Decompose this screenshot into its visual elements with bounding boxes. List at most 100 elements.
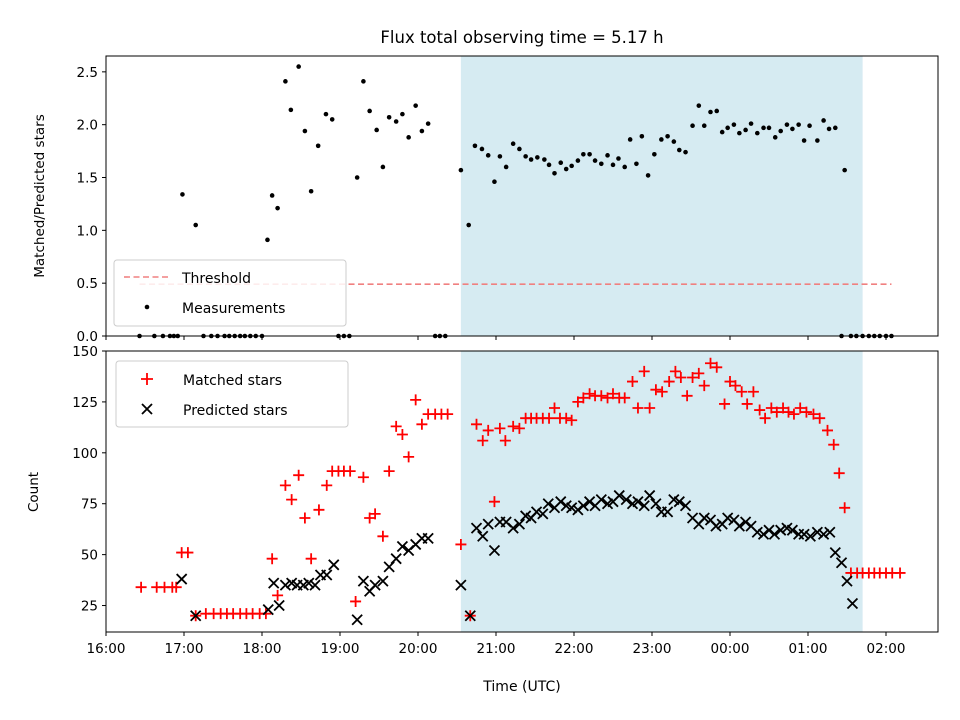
measurement-point <box>592 158 598 163</box>
matched-star-point <box>499 435 511 447</box>
measurement-point <box>677 147 682 153</box>
matched-star-point <box>759 412 771 424</box>
measurement-point <box>367 108 372 114</box>
measurement-point <box>701 123 707 129</box>
measurement-point <box>497 154 503 159</box>
measurement-point <box>696 103 702 108</box>
x-axis-label: Time (UTC) <box>482 679 560 695</box>
matched-star-point <box>681 390 693 402</box>
matched-star-point <box>560 412 572 424</box>
matched-star-point <box>471 418 482 430</box>
matched-star-point <box>663 376 675 388</box>
matched-star-point <box>894 567 906 579</box>
bottom-panel-ylabel: Count <box>26 472 42 512</box>
measurement-point <box>772 135 778 140</box>
measurement-point <box>683 149 688 155</box>
predicted-star-point <box>482 518 494 530</box>
matched-star-point <box>455 538 467 550</box>
predicted-star-point <box>555 496 567 508</box>
predicted-star-point <box>679 500 692 512</box>
matched-star-point <box>344 465 356 477</box>
matched-star-point <box>350 595 362 607</box>
measurement-point <box>821 118 826 123</box>
measurement-point <box>523 154 528 159</box>
measurement-point <box>528 157 534 162</box>
predicted-star-point <box>775 524 787 536</box>
matched-star-point <box>260 608 272 620</box>
y-tick-label: 2.0 <box>77 118 98 134</box>
measurement-point <box>265 237 270 243</box>
matched-star-point <box>442 408 454 420</box>
top-panel-frame <box>105 55 939 337</box>
measurement-point <box>569 163 574 169</box>
measurement-point <box>690 123 695 129</box>
matched-star-point <box>482 424 494 436</box>
measurement-point <box>766 125 772 131</box>
matched-star-point <box>833 467 845 479</box>
matched-star-point <box>741 398 753 410</box>
x-tick-label: 16:00 <box>87 641 126 657</box>
predicted-star-point <box>632 496 644 508</box>
x-tick-label: 19:00 <box>321 641 360 657</box>
measurement-point <box>563 166 569 172</box>
matched-star-point <box>656 386 668 398</box>
matched-star-point <box>839 502 851 514</box>
top-panel-shaded-span <box>460 56 863 336</box>
y-tick-label: 150 <box>72 344 98 360</box>
matched-star-point <box>822 424 833 436</box>
measurement-point <box>627 137 633 142</box>
matched-star-point <box>698 380 710 392</box>
matched-star-point <box>783 406 794 418</box>
matched-star-point <box>828 439 840 451</box>
bottom-panel: 25 50 75 100 125 150 16:00 17:00 18:00 19:00 20:0… <box>26 344 939 695</box>
predicted-star-point <box>733 520 745 532</box>
matched-star-point <box>396 428 408 440</box>
measurement-point <box>425 121 431 126</box>
top-legend: Threshold Measurements <box>113 259 347 327</box>
predicted-star-point <box>262 603 274 616</box>
measurement-point <box>413 103 418 108</box>
bottom-legend: Matched stars Predicted stars <box>115 360 349 428</box>
measurement-point <box>315 143 321 149</box>
measurement-point <box>275 205 280 211</box>
matched-star-point <box>477 435 489 447</box>
matched-star-point <box>403 451 415 463</box>
predicted-star-point <box>377 575 389 587</box>
measurement-point <box>329 117 335 122</box>
measurement-point <box>296 64 301 69</box>
bottom-legend-box <box>115 360 349 428</box>
measurement-point <box>302 128 308 134</box>
measurement-point <box>743 127 748 133</box>
measurement-point <box>419 128 425 134</box>
measurement-point <box>634 161 639 167</box>
measurement-point <box>815 138 820 143</box>
predicted-star-point <box>422 532 434 544</box>
measurement-point <box>517 146 522 152</box>
matched-star-point <box>711 361 723 373</box>
measurement-point <box>622 164 627 170</box>
legend-predicted-label: Predicted stars <box>183 403 288 419</box>
matched-star-point <box>549 402 560 414</box>
measurement-point <box>610 162 616 168</box>
predicted-star-point <box>530 506 543 518</box>
measurement-point <box>652 151 657 157</box>
measurement-point <box>761 125 766 131</box>
measurement-point <box>639 134 645 139</box>
matched-star-point <box>286 494 298 506</box>
measurement-point <box>558 160 564 166</box>
measurement-point <box>731 122 737 127</box>
matched-star-point <box>299 512 311 524</box>
matched-star-point <box>577 392 589 404</box>
measurement-point <box>546 162 552 168</box>
measurement-point <box>393 119 399 124</box>
predicted-star-point <box>768 528 781 540</box>
measurement-point <box>361 79 366 84</box>
predicted-star-point <box>751 526 763 538</box>
predicted-star-point <box>804 530 816 542</box>
predicted-star-point <box>513 518 526 530</box>
x-tick-label: 17:00 <box>165 641 204 657</box>
matched-star-point <box>675 371 687 383</box>
predicted-star-point <box>835 557 848 569</box>
measurement-point <box>180 192 185 197</box>
measurement-point <box>719 129 725 135</box>
